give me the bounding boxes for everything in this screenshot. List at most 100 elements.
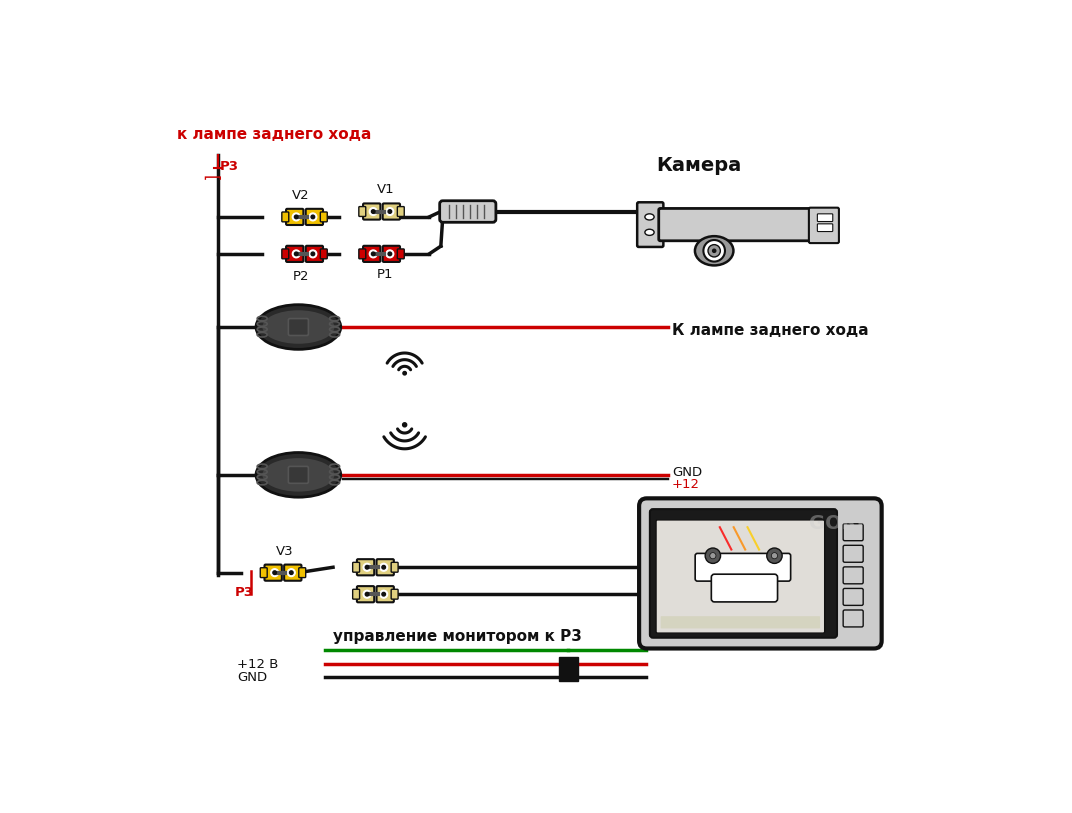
Circle shape [309, 250, 316, 258]
FancyBboxPatch shape [398, 207, 404, 216]
FancyBboxPatch shape [353, 563, 359, 572]
FancyBboxPatch shape [265, 564, 282, 580]
Ellipse shape [695, 236, 733, 265]
FancyBboxPatch shape [817, 224, 833, 232]
FancyBboxPatch shape [398, 249, 404, 259]
Text: P3: P3 [235, 586, 254, 599]
Circle shape [311, 252, 315, 255]
Circle shape [366, 593, 369, 596]
Text: к лампе заднего хода: к лампе заднего хода [177, 127, 371, 142]
FancyBboxPatch shape [299, 567, 306, 577]
Circle shape [766, 548, 783, 563]
FancyBboxPatch shape [288, 319, 309, 336]
FancyBboxPatch shape [376, 586, 393, 602]
FancyBboxPatch shape [712, 574, 777, 602]
Circle shape [371, 252, 375, 255]
FancyBboxPatch shape [321, 212, 327, 222]
Circle shape [403, 423, 406, 427]
FancyBboxPatch shape [844, 567, 863, 584]
FancyBboxPatch shape [650, 509, 837, 637]
FancyBboxPatch shape [357, 586, 374, 602]
Text: GORK: GORK [808, 514, 872, 533]
FancyBboxPatch shape [559, 657, 578, 681]
FancyBboxPatch shape [809, 207, 839, 243]
FancyBboxPatch shape [383, 203, 400, 220]
Text: К лампе заднего хода: К лампе заднего хода [672, 323, 868, 337]
Circle shape [705, 548, 720, 563]
FancyBboxPatch shape [260, 567, 267, 577]
FancyBboxPatch shape [383, 246, 400, 262]
FancyBboxPatch shape [639, 498, 881, 649]
FancyBboxPatch shape [288, 467, 309, 484]
Circle shape [293, 213, 300, 221]
Text: P2: P2 [293, 271, 309, 284]
Text: GND: GND [672, 466, 702, 479]
Circle shape [295, 252, 298, 255]
Circle shape [273, 571, 277, 575]
FancyBboxPatch shape [844, 524, 863, 541]
Circle shape [708, 245, 720, 257]
FancyBboxPatch shape [353, 589, 359, 599]
Circle shape [379, 590, 388, 598]
Circle shape [710, 553, 716, 559]
FancyBboxPatch shape [695, 554, 791, 581]
Text: управление монитором к P3: управление монитором к P3 [333, 629, 582, 644]
Circle shape [388, 252, 391, 255]
Circle shape [293, 250, 300, 258]
Ellipse shape [256, 453, 341, 498]
Circle shape [295, 215, 298, 219]
FancyBboxPatch shape [359, 207, 366, 216]
FancyBboxPatch shape [284, 564, 301, 580]
Circle shape [289, 571, 293, 575]
FancyBboxPatch shape [286, 209, 303, 225]
Circle shape [772, 553, 777, 559]
Circle shape [363, 590, 371, 598]
Circle shape [363, 563, 371, 572]
FancyBboxPatch shape [660, 616, 820, 628]
Circle shape [309, 213, 316, 221]
Text: V2: V2 [292, 189, 310, 202]
Text: P3: P3 [220, 160, 239, 173]
FancyBboxPatch shape [321, 249, 327, 259]
Circle shape [271, 569, 279, 576]
FancyBboxPatch shape [306, 246, 323, 262]
FancyBboxPatch shape [440, 201, 496, 222]
Circle shape [370, 207, 377, 215]
Text: +12 В: +12 В [237, 658, 278, 671]
Circle shape [370, 250, 377, 258]
Circle shape [287, 569, 295, 576]
Circle shape [382, 593, 386, 596]
Circle shape [371, 210, 375, 213]
Circle shape [382, 566, 386, 569]
Ellipse shape [263, 311, 334, 344]
Text: GND: GND [237, 671, 267, 684]
Text: V1: V1 [376, 184, 394, 197]
FancyBboxPatch shape [357, 559, 374, 576]
FancyBboxPatch shape [817, 214, 833, 221]
Text: [: [ [200, 175, 219, 181]
Text: P1: P1 [377, 268, 393, 281]
Text: +12: +12 [672, 477, 700, 490]
FancyBboxPatch shape [363, 203, 381, 220]
Circle shape [311, 215, 315, 219]
Ellipse shape [645, 229, 654, 236]
Text: Камера: Камера [656, 156, 742, 175]
FancyBboxPatch shape [844, 610, 863, 627]
FancyBboxPatch shape [306, 209, 323, 225]
Circle shape [403, 372, 406, 375]
FancyBboxPatch shape [844, 589, 863, 606]
Text: V3: V3 [276, 546, 294, 559]
FancyBboxPatch shape [844, 546, 863, 563]
Circle shape [712, 249, 716, 253]
Circle shape [386, 207, 393, 215]
FancyBboxPatch shape [282, 249, 288, 259]
FancyBboxPatch shape [359, 249, 366, 259]
FancyBboxPatch shape [637, 202, 664, 247]
Circle shape [386, 250, 393, 258]
Circle shape [366, 566, 369, 569]
Ellipse shape [256, 305, 341, 350]
FancyBboxPatch shape [282, 212, 288, 222]
FancyBboxPatch shape [363, 246, 381, 262]
Circle shape [388, 210, 391, 213]
Circle shape [379, 563, 388, 572]
